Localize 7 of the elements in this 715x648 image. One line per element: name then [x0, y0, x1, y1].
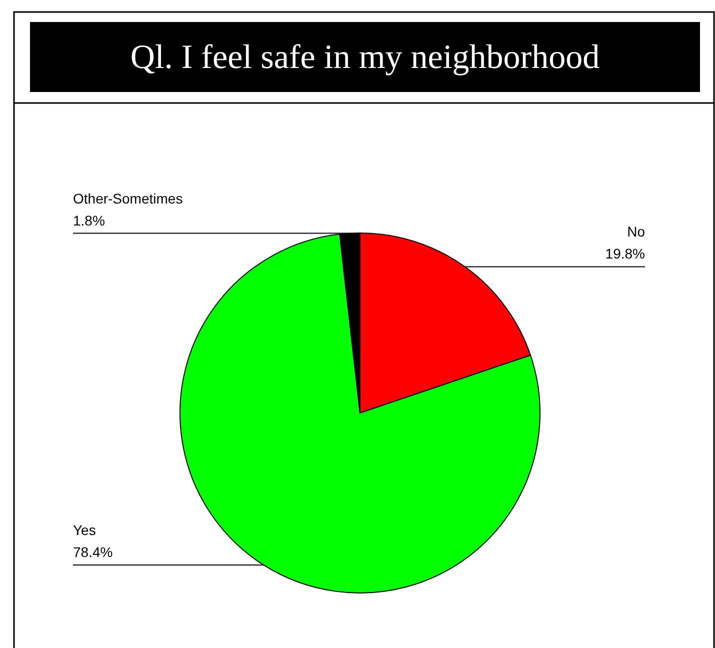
slice-label: Yes: [73, 522, 96, 538]
data-label: 78.4%: [73, 544, 113, 560]
data-label: 19.8%: [605, 246, 645, 262]
slice-label: No: [627, 224, 646, 240]
chart-title: Ql. I feel safe in my neighborhood: [130, 39, 600, 76]
data-label: 1.8%: [73, 212, 105, 228]
slice-label: Other-Sometimes: [73, 190, 183, 206]
